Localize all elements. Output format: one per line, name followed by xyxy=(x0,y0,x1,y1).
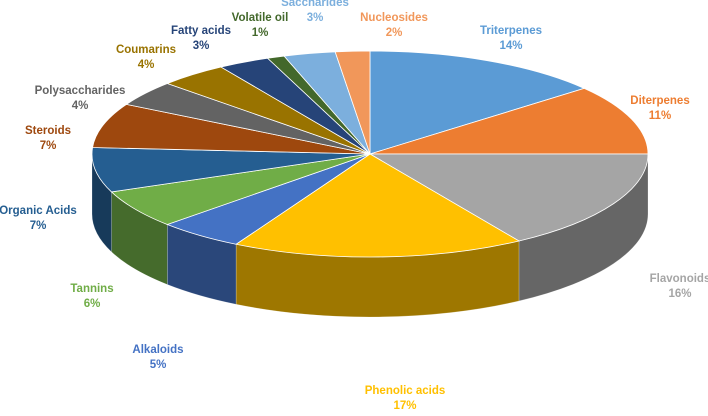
slice-label-fatty-acids: Fatty acids 3% xyxy=(171,25,231,52)
slice-label-saccharides: Saccharides 3% xyxy=(281,0,349,24)
slice-label-volatile-oil: Volatile oil 1% xyxy=(232,12,289,39)
slice-label-coumarins: Coumarins 4% xyxy=(116,44,176,71)
pie-side-layer xyxy=(91,153,649,318)
pie-top-layer xyxy=(91,50,649,258)
slice-label-diterpenes: Diterpenes 11% xyxy=(630,95,689,122)
slice-label-organic-acids: Organic Acids 7% xyxy=(0,205,77,232)
slice-label-polysaccharides: Polysaccharides 4% xyxy=(35,85,126,112)
pie-slice-flavonoids xyxy=(368,153,649,242)
slice-label-flavonoids: Flavonoids 16% xyxy=(650,273,708,300)
slice-label-tannins: Tannins 6% xyxy=(70,283,113,310)
pie-slice-steroids xyxy=(92,103,371,155)
slice-label-steroids: Steroids 7% xyxy=(25,125,71,152)
pie-slice-nucleosides xyxy=(334,50,371,155)
slice-label-nucleosides: Nucleosides 2% xyxy=(360,12,428,39)
pie-slice-diterpenes xyxy=(369,87,649,155)
pie-slice-phenolic-acids xyxy=(235,153,521,258)
pie-slice-organic-acids xyxy=(91,147,371,193)
slice-label-phenolic-acids: Phenolic acids 17% xyxy=(365,385,446,412)
pie-slice-triterpenes xyxy=(369,50,586,155)
slice-label-triterpenes: Triterpenes 14% xyxy=(480,25,542,52)
slice-label-alkaloids: Alkaloids 5% xyxy=(132,344,183,371)
